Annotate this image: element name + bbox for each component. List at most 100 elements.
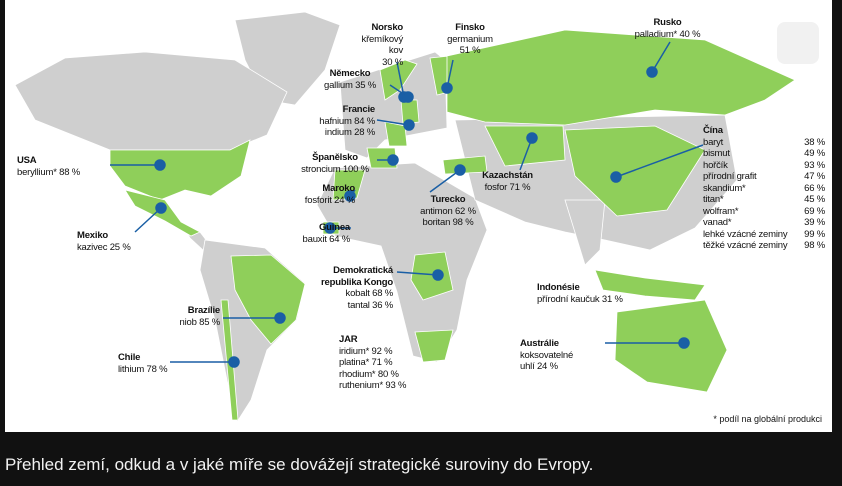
marker-dot bbox=[274, 312, 286, 324]
material-name: bismut bbox=[703, 148, 730, 159]
material-row: lehké vzácné zeminy 99 % bbox=[703, 229, 825, 241]
material-line: křemíkový kov bbox=[361, 33, 404, 57]
material-share: 93 % bbox=[804, 159, 825, 171]
country-name: Finsko bbox=[455, 22, 485, 33]
marker-dot bbox=[441, 82, 453, 94]
material-line: niob 85 % bbox=[179, 316, 221, 328]
country-name: Indonésie bbox=[537, 282, 580, 293]
material-line: uhlí 24 % bbox=[520, 361, 558, 372]
material-line: 51 % bbox=[459, 45, 481, 56]
material-line: fosfor 71 % bbox=[484, 181, 531, 193]
material-line: boritan 98 % bbox=[422, 217, 474, 228]
footnote: * podíl na globální produkci bbox=[713, 414, 822, 424]
material-line: ruthenium* 93 % bbox=[339, 380, 407, 391]
map: Norsko křemíkový kov 30 % Finsko germanium 51… bbox=[5, 0, 832, 432]
land-green bbox=[109, 29, 796, 421]
material-line: stroncium 100 % bbox=[301, 163, 369, 175]
material-line: kobalt 68 % bbox=[345, 288, 394, 299]
country-name: Mexiko bbox=[77, 230, 109, 241]
country-name: USA bbox=[17, 155, 37, 166]
material-share: 47 % bbox=[804, 171, 825, 182]
marker-dot bbox=[454, 164, 466, 176]
country-name: Španělsko bbox=[312, 152, 358, 163]
leader-line bbox=[134, 207, 162, 233]
material-share: 99 % bbox=[804, 228, 825, 240]
material-name: baryt bbox=[703, 136, 724, 148]
country-label: Francie hafnium 84 % indium 28 % bbox=[295, 104, 375, 139]
material-row: baryt 38 % bbox=[703, 137, 825, 149]
material-row: wolfram* 69 % bbox=[703, 206, 825, 218]
caption: Přehled zemí, odkud a v jaké míře se dov… bbox=[5, 455, 594, 474]
country-name: Kazachstán bbox=[482, 170, 533, 181]
country-name: Turecko bbox=[430, 194, 466, 205]
material-share: 66 % bbox=[804, 182, 825, 194]
marker-dot bbox=[155, 202, 167, 214]
country-label: Španělsko stroncium 100 % bbox=[295, 152, 375, 175]
country-name: Chile bbox=[118, 352, 141, 363]
material-line: palladium* 40 % bbox=[634, 28, 701, 40]
material-name: wolfram* bbox=[703, 205, 739, 217]
material-share: 45 % bbox=[804, 194, 825, 205]
material-line: gallium 35 % bbox=[324, 79, 376, 91]
material-row: vanad* 39 % bbox=[703, 217, 825, 229]
country-label: Mexiko kazivec 25 % bbox=[77, 230, 157, 253]
material-line: beryllium* 88 % bbox=[17, 166, 80, 178]
material-line: germanium bbox=[447, 33, 493, 45]
marker-dot bbox=[432, 269, 444, 281]
country-name: Austrálie bbox=[520, 338, 559, 349]
material-name: lehké vzácné zeminy bbox=[703, 228, 788, 240]
marker-dot bbox=[402, 91, 414, 103]
material-row: skandium* 66 % bbox=[703, 183, 825, 195]
material-name: těžké vzácné zeminy bbox=[703, 240, 788, 251]
country-name: Čína bbox=[703, 125, 723, 136]
country-name: Guinea bbox=[318, 222, 350, 233]
country-label: USA beryllium* 88 % bbox=[17, 155, 117, 178]
material-share: 98 % bbox=[804, 240, 825, 251]
material-line: koksovatelné bbox=[520, 349, 574, 361]
country-label: Austrálie koksovatelné uhlí 24 % bbox=[520, 338, 610, 373]
marker-dot bbox=[403, 119, 415, 131]
material-name: skandium* bbox=[703, 182, 746, 194]
country-name: Norsko bbox=[371, 22, 403, 33]
country-label: JAR iridium* 92 % platina* 71 % rhodium* 80… bbox=[339, 334, 439, 392]
marker-dot bbox=[678, 337, 690, 349]
material-share: 38 % bbox=[804, 136, 825, 148]
marker-dot bbox=[344, 190, 356, 202]
country-label: Brazílie niob 85 % bbox=[163, 305, 221, 328]
material-row: hořčík 93 % bbox=[703, 160, 825, 172]
country-name: Francie bbox=[342, 104, 376, 115]
material-line: kazivec 25 % bbox=[77, 241, 131, 253]
country-name: JAR bbox=[339, 334, 358, 345]
country-label: Německo gallium 35 % bbox=[310, 68, 390, 91]
country-label: Chile lithium 78 % bbox=[118, 352, 198, 375]
material-line: platina* 71 % bbox=[339, 357, 393, 368]
country-label: Guinea bauxit 64 % bbox=[295, 222, 351, 245]
material-line: přírodní kaučuk 31 % bbox=[537, 293, 623, 305]
expand-button[interactable] bbox=[777, 22, 819, 64]
leader-line bbox=[429, 169, 461, 193]
material-share: 49 % bbox=[804, 148, 825, 159]
material-line: rhodium* 80 % bbox=[339, 368, 399, 380]
country-name: Německo bbox=[329, 68, 371, 79]
leader-line bbox=[396, 271, 439, 276]
material-row: přírodní grafit 47 % bbox=[703, 171, 825, 183]
leader-line bbox=[615, 144, 704, 178]
material-row: bismut 49 % bbox=[703, 148, 825, 160]
country-label: Kazachstán fosfor 71 % bbox=[470, 170, 545, 193]
material-name: přírodní grafit bbox=[703, 171, 757, 182]
material-share: 69 % bbox=[804, 205, 825, 217]
material-line: lithium 78 % bbox=[118, 363, 168, 375]
material-name: hořčík bbox=[703, 159, 728, 171]
country-label: Turecko antimon 62 % boritan 98 % bbox=[403, 194, 493, 229]
marker-dot bbox=[228, 356, 240, 368]
country-name: Rusko bbox=[653, 17, 682, 28]
country-label: Norsko křemíkový kov 30 % bbox=[345, 22, 404, 68]
marker-dot bbox=[610, 171, 622, 183]
country-label: Demokratická republika Kongo kobalt 68 % t… bbox=[293, 265, 393, 311]
material-line: iridium* 92 % bbox=[339, 345, 393, 357]
material-row: těžké vzácné zeminy 98 % bbox=[703, 240, 825, 252]
material-row: titan* 45 % bbox=[703, 194, 825, 206]
marker-dot bbox=[646, 66, 658, 78]
country-name: Brazílie bbox=[187, 305, 220, 316]
